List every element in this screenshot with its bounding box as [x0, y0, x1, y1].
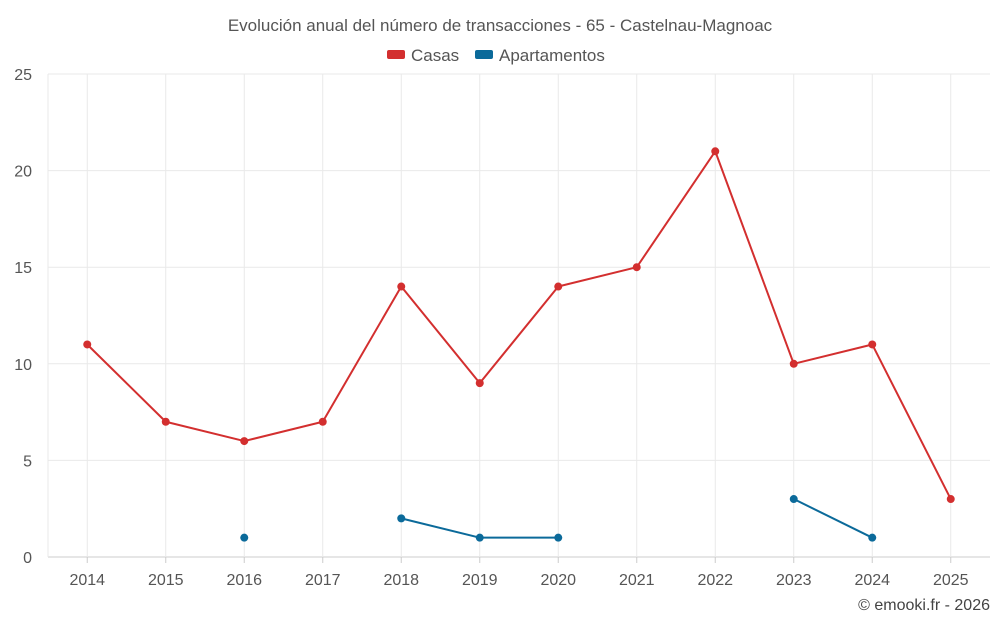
legend-label-apartamentos: Apartamentos [499, 46, 605, 65]
data-point-casas [711, 147, 720, 156]
x-tick-label: 2016 [226, 572, 262, 589]
data-point-casas [632, 263, 641, 272]
x-tick-label: 2014 [69, 572, 105, 589]
y-tick-label: 20 [14, 164, 32, 181]
x-tick-label: 2018 [383, 572, 419, 589]
data-point-apartamentos [868, 533, 877, 542]
data-point-casas [946, 495, 955, 504]
data-point-casas [789, 359, 798, 368]
series-casas [83, 147, 955, 504]
y-tick-label: 0 [23, 550, 32, 567]
series-apartamentos [240, 495, 877, 542]
data-point-casas [397, 282, 406, 291]
y-axis: 0 5 10 15 20 25 [14, 67, 32, 567]
y-tick-label: 15 [14, 260, 32, 277]
data-point-casas [868, 340, 877, 349]
x-axis: 2014 2015 2016 2017 2018 2019 2020 2021 2022 2023… [69, 557, 969, 589]
x-tick-label: 2022 [697, 572, 733, 589]
data-point-apartamentos [397, 514, 406, 523]
x-tick-label: 2021 [619, 572, 655, 589]
x-tick-label: 2015 [148, 572, 184, 589]
legend-swatch-casas [387, 50, 405, 59]
chart-title: Evolución anual del número de transaccio… [228, 16, 773, 35]
x-tick-label: 2025 [933, 572, 969, 589]
data-point-casas [318, 417, 327, 426]
data-point-casas [240, 437, 249, 446]
x-tick-label: 2019 [462, 572, 498, 589]
x-tick-label: 2024 [854, 572, 890, 589]
data-point-casas [554, 282, 563, 291]
x-tick-label: 2020 [540, 572, 576, 589]
data-point-casas [161, 417, 170, 426]
data-point-casas [83, 340, 92, 349]
grid [47, 73, 990, 558]
data-point-casas [475, 379, 484, 388]
y-tick-label: 10 [14, 357, 32, 374]
x-tick-label: 2023 [776, 572, 812, 589]
legend: Casas Apartamentos [387, 46, 605, 65]
data-point-apartamentos [554, 533, 563, 542]
series-line-casas [86, 150, 952, 500]
x-tick-label: 2017 [305, 572, 341, 589]
credit-text: © emooki.fr - 2026 [858, 597, 990, 614]
data-point-apartamentos [475, 533, 484, 542]
legend-label-casas: Casas [411, 46, 459, 65]
data-point-apartamentos [789, 495, 798, 504]
legend-swatch-apartamentos [475, 50, 493, 59]
y-tick-label: 25 [14, 67, 32, 84]
data-point-apartamentos [240, 533, 249, 542]
y-tick-label: 5 [23, 453, 32, 470]
series-layer [83, 147, 955, 542]
series-line-apartamentos [793, 498, 873, 539]
